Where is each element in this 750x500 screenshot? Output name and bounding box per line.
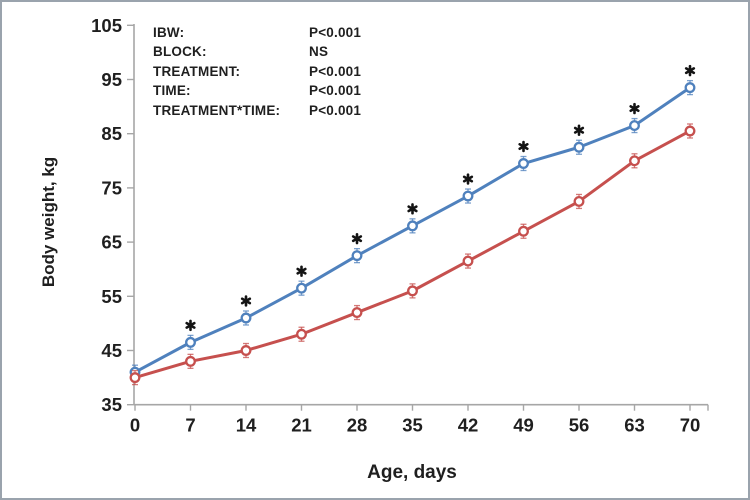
- stat-label: TIME:: [153, 83, 191, 99]
- stat-label: BLOCK:: [153, 44, 207, 60]
- y-tick-label: 75: [101, 177, 122, 198]
- x-axis-title: Age, days: [367, 462, 457, 483]
- stat-row-treatment: TREATMENT: P<0.001: [153, 62, 361, 81]
- y-tick-label: 85: [101, 123, 122, 144]
- y-tick-label: 95: [101, 69, 122, 90]
- y-tick-label: 105: [91, 15, 122, 36]
- series-line-control-red: [133, 129, 692, 380]
- x-tick-label: 28: [347, 415, 368, 436]
- x-tick-label: 70: [680, 415, 701, 436]
- data-point-marker-control-red: [518, 225, 529, 237]
- data-point-marker-control-red: [573, 195, 585, 207]
- significance-asterisk: [684, 67, 696, 75]
- significance-asterisk: [351, 235, 363, 243]
- data-point-marker-control-red: [129, 372, 141, 384]
- significance-asterisk: [518, 143, 529, 151]
- data-point-marker-treatment-blue: [518, 158, 529, 169]
- stat-value: NS: [309, 44, 329, 60]
- stat-row-block: BLOCK: NS: [153, 42, 361, 61]
- data-point-marker-treatment-blue: [185, 336, 196, 348]
- stat-value: P<0.001: [309, 63, 362, 79]
- data-point-marker-treatment-blue: [351, 250, 363, 262]
- x-tick-label: 42: [458, 415, 479, 436]
- y-tick-label: 65: [101, 232, 122, 253]
- data-point-marker-treatment-blue: [684, 82, 696, 94]
- data-point-marker-control-red: [351, 307, 363, 319]
- stat-value: P<0.001: [309, 102, 362, 118]
- data-point-marker-control-red: [684, 125, 696, 137]
- data-point-marker-treatment-blue: [462, 190, 474, 202]
- stat-row-time: TIME: P<0.001: [153, 81, 361, 100]
- data-point-marker-control-red: [185, 355, 196, 367]
- x-tick-label: 14: [236, 415, 257, 436]
- significance-asterisk: [240, 297, 252, 305]
- significance-asterisk: [629, 105, 640, 113]
- data-point-marker-treatment-blue: [407, 220, 418, 232]
- stats-annotation: IBW: P<0.001 BLOCK: NS TREATMENT: P<0.00…: [153, 23, 361, 120]
- y-tick-label: 45: [101, 340, 122, 361]
- significance-asterisk: [296, 267, 307, 275]
- x-tick-label: 7: [185, 415, 195, 436]
- data-point-marker-control-red: [629, 155, 640, 167]
- data-point-marker-treatment-blue: [573, 141, 585, 153]
- y-tick-label: 35: [101, 394, 122, 415]
- data-point-marker-control-red: [462, 255, 474, 267]
- data-point-marker-control-red: [240, 345, 252, 356]
- x-tick-label: 63: [624, 415, 645, 436]
- significance-asterisk: [573, 126, 585, 134]
- stat-label: TREATMENT:: [153, 63, 241, 79]
- x-tick-label: 21: [291, 415, 312, 436]
- stat-row-ibw: IBW: P<0.001: [153, 23, 361, 42]
- x-tick-label: 35: [402, 415, 423, 436]
- data-point-marker-treatment-blue: [629, 120, 640, 132]
- stat-value: P<0.001: [309, 25, 362, 40]
- significance-asterisk: [185, 321, 196, 329]
- x-tick-label: 0: [130, 415, 140, 436]
- stat-row-treatment-time: TREATMENT*TIME: P<0.001: [153, 101, 361, 120]
- stat-label: IBW:: [153, 25, 185, 40]
- stat-label: TREATMENT*TIME:: [153, 102, 281, 118]
- stat-value: P<0.001: [309, 83, 362, 99]
- significance-asterisk: [407, 205, 418, 213]
- y-axis-title: Body weight, kg: [39, 156, 58, 288]
- data-point-marker-control-red: [407, 285, 418, 297]
- data-point-marker-treatment-blue: [240, 312, 252, 324]
- data-point-marker-control-red: [296, 328, 307, 340]
- data-point-marker-treatment-blue: [296, 282, 307, 294]
- y-tick-label: 55: [101, 286, 122, 307]
- x-tick-label: 56: [569, 415, 590, 436]
- significance-asterisk: [462, 175, 474, 183]
- x-tick-label: 49: [513, 415, 534, 436]
